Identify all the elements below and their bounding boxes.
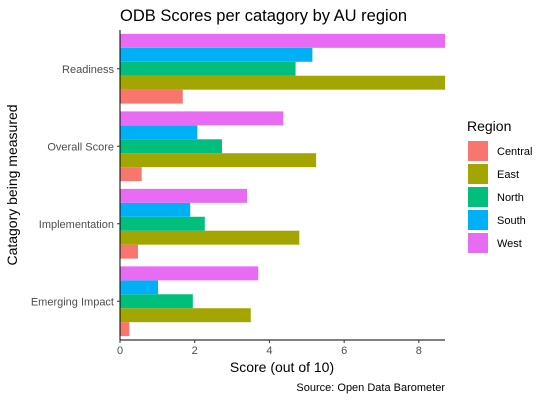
bar-overall-score-north	[120, 139, 222, 154]
bar-implementation-west	[120, 188, 248, 203]
bar-overall-score-central	[120, 167, 142, 182]
x-tick-label: 2	[192, 345, 198, 357]
y-tick-label: Emerging Impact	[31, 296, 114, 308]
bar-implementation-north	[120, 216, 205, 231]
x-tick-label: 0	[117, 345, 123, 357]
legend-swatch-north	[468, 187, 488, 207]
chart-caption: Source: Open Data Barometer	[296, 382, 445, 394]
legend-label-central: Central	[497, 146, 532, 158]
bar-overall-score-east	[120, 153, 317, 168]
y-tick-label: Overall Score	[47, 141, 114, 153]
x-tick-label: 6	[341, 345, 347, 357]
bar-overall-score-west	[120, 111, 284, 126]
bar-emerging-impact-central	[120, 322, 130, 337]
y-tick-label: Implementation	[39, 219, 114, 231]
legend-swatch-east	[468, 164, 488, 184]
x-axis-ticks: 0 2 4 6 8	[117, 340, 422, 357]
legend-label-west: West	[497, 238, 522, 250]
legend-swatch-central	[468, 141, 488, 161]
bar-readiness-east	[120, 75, 445, 90]
bar-implementation-east	[120, 230, 300, 245]
legend-swatch-west	[468, 233, 488, 253]
legend-title: Region	[467, 118, 511, 134]
bar-implementation-central	[120, 244, 138, 259]
legend: Region Central East North South West	[467, 118, 532, 253]
x-tick-label: 8	[416, 345, 422, 357]
bar-readiness-north	[120, 61, 296, 76]
bar-implementation-south	[120, 202, 191, 217]
y-axis-ticks: Readiness Overall Score Implementation Emer…	[31, 64, 120, 308]
bar-emerging-impact-west	[120, 266, 259, 281]
legend-label-south: South	[497, 215, 526, 227]
chart-title: ODB Scores per catagory by AU region	[120, 7, 407, 25]
x-axis-label: Score (out of 10)	[230, 359, 334, 375]
bar-readiness-central	[120, 89, 183, 104]
bar-emerging-impact-north	[120, 294, 193, 309]
y-axis-label: Catagory being measured	[4, 104, 20, 265]
legend-label-north: North	[497, 192, 524, 204]
legend-label-east: East	[497, 169, 519, 181]
bar-readiness-west	[120, 33, 445, 48]
bar-emerging-impact-east	[120, 308, 251, 323]
bar-emerging-impact-south	[120, 280, 159, 295]
plot-area	[120, 33, 445, 337]
bar-readiness-south	[120, 47, 313, 62]
x-tick-label: 4	[266, 345, 272, 357]
bar-overall-score-south	[120, 125, 198, 140]
legend-swatch-south	[468, 210, 488, 230]
y-tick-label: Readiness	[62, 64, 114, 76]
